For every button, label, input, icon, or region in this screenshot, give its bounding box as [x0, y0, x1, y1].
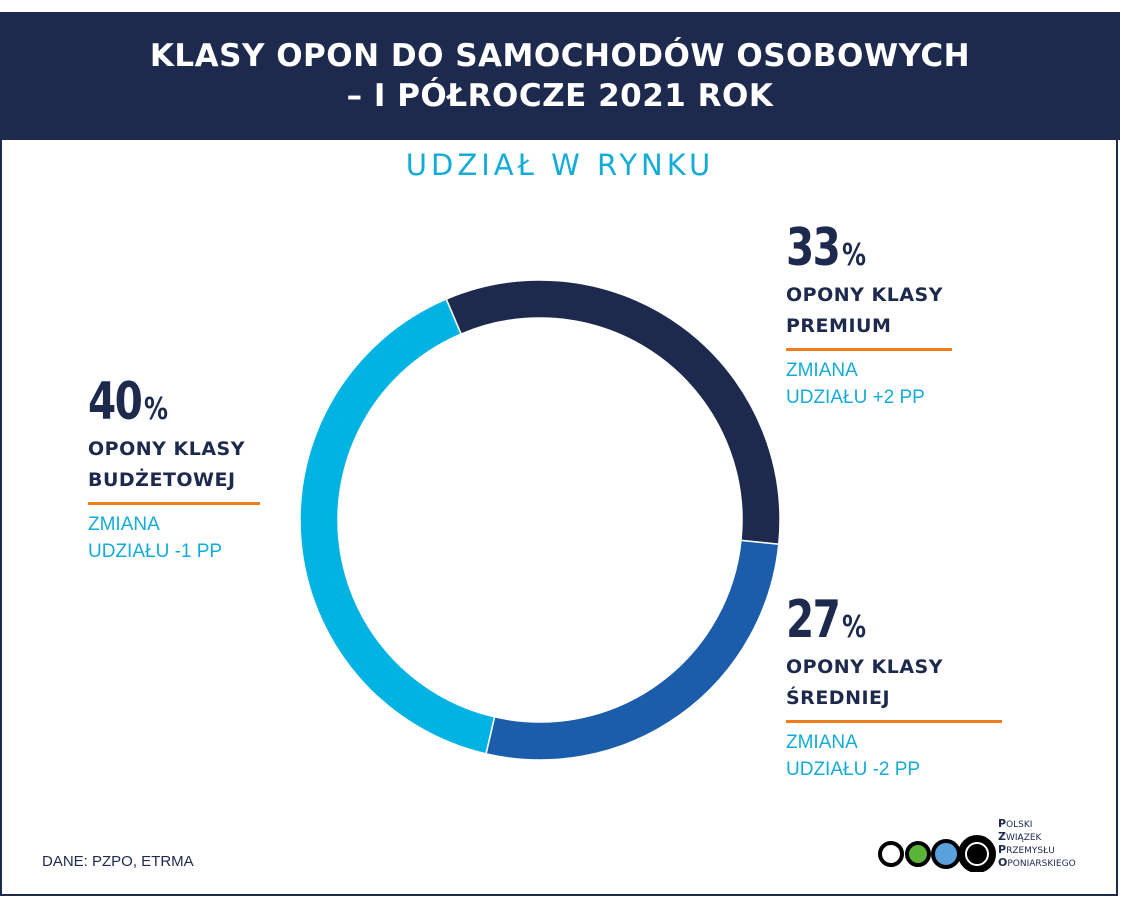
data-source: DANE: PZPO, ETRMA [42, 853, 194, 870]
srednia-percent: 27% [786, 590, 867, 650]
srednia-class-label: OPONY KLASY ŚREDNIEJ [786, 656, 943, 709]
budzetowa-change: ZMIANA UDZIAŁU -1 PP [88, 514, 223, 562]
budzetowa-class-label: OPONY KLASY BUDŻETOWEJ [88, 438, 245, 491]
label-srednia: 27% OPONY KLASY ŚREDNIEJ ZMIANA UDZIAŁU … [786, 594, 1002, 783]
premium-change: ZMIANA UDZIAŁU +2 PP [786, 360, 925, 408]
label-budzetowa: 40% OPONY KLASY BUDŻETOWEJ ZMIANA UDZIAŁ… [88, 376, 260, 565]
budzetowa-divider [88, 502, 260, 505]
srednia-change: ZMIANA UDZIAŁU -2 PP [786, 732, 921, 780]
donut-slice-premium [445, 279, 781, 546]
logo-circle-1 [878, 841, 904, 867]
header-banner: KLASY OPON DO SAMOCHODÓW OSOBOWYCH – I P… [0, 12, 1120, 140]
logo-circle-ring [965, 842, 989, 866]
subtitle: UDZIAŁ W RYNKU [405, 148, 715, 182]
donut-slice-budzetowa [299, 298, 496, 755]
premium-class-label: OPONY KLASY PREMIUM [786, 284, 943, 337]
pzpo-logo [878, 835, 996, 872]
logo-circle-3 [931, 839, 961, 869]
title-line-1: KLASY OPON DO SAMOCHODÓW OSOBOWYCH [149, 38, 971, 74]
label-premium: 33% OPONY KLASY PREMIUM ZMIANA UDZIAŁU +… [786, 222, 952, 411]
donut-slice-srednia [485, 539, 780, 761]
title-line-2: – I PÓŁROCZE 2021 ROK [346, 78, 774, 114]
budzetowa-percent: 40% [88, 372, 169, 432]
srednia-divider [786, 720, 1002, 723]
premium-percent: 33% [786, 218, 867, 278]
premium-divider [786, 348, 952, 351]
logo-circle-4 [958, 835, 996, 872]
pzpo-logo-text: POLSKI ZWIĄZEK PRZEMYSŁU OPONIARSKIEGO [998, 817, 1076, 870]
logo-circle-2 [905, 841, 931, 867]
donut-chart [299, 279, 781, 761]
